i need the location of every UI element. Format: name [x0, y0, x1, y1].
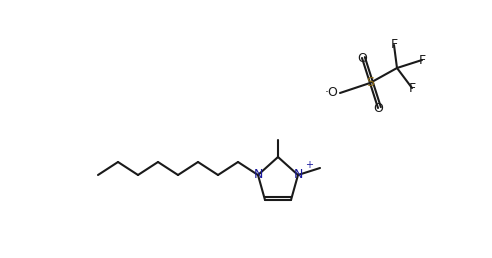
- Text: F: F: [418, 53, 426, 67]
- Text: N: N: [293, 168, 303, 181]
- Text: O: O: [357, 52, 367, 64]
- Text: F: F: [408, 82, 416, 94]
- Text: O: O: [373, 101, 383, 115]
- Text: ·O: ·O: [324, 86, 338, 100]
- Text: +: +: [305, 160, 313, 170]
- Text: F: F: [391, 38, 398, 52]
- Text: N: N: [253, 168, 263, 181]
- Text: S: S: [366, 77, 374, 90]
